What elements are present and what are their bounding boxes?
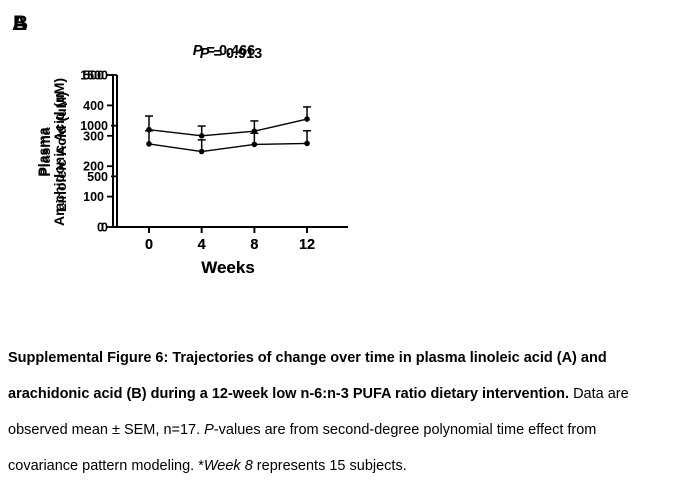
y-tick-label: 400 — [83, 99, 104, 113]
x-tick-label: 0 — [145, 237, 153, 253]
chart-panel-b: B P = 0.466 0 100 200 300 400 500 0 4 8 12 Weeks Plas… — [13, 12, 348, 277]
y-tick-label: 500 — [87, 170, 108, 184]
y-axis-title-line1: Plasma — [37, 127, 53, 176]
x-tick-label: 4 — [198, 237, 206, 253]
trend-line — [148, 118, 308, 137]
y-tick-label: 0 — [97, 221, 104, 235]
caption-segment: observed mean ± SEM, n=17. — [8, 422, 205, 438]
caption-segment: Data are — [569, 386, 629, 402]
trend-line — [148, 142, 308, 153]
p-value-label: P = 0.466 — [193, 43, 255, 59]
data-point — [304, 140, 310, 147]
y-tick-label: 1500 — [80, 69, 108, 83]
data-point — [198, 148, 205, 155]
caption-segment: Supplemental Figure 6: Trajectories of c… — [8, 350, 607, 366]
panel-label: B — [13, 12, 28, 35]
y-tick-label: 0 — [101, 221, 108, 235]
y-tick-label: 500 — [83, 69, 104, 83]
caption-segment: P — [204, 422, 214, 438]
x-tick-label: 4 — [198, 237, 206, 253]
data-point — [146, 126, 152, 133]
caption-segment: -values are from second-degree polynomia… — [213, 422, 597, 438]
y-tick-label: 200 — [83, 160, 104, 174]
caption-segment: Week 8 — [203, 458, 253, 474]
p-value-label: P = 0.913 — [200, 46, 262, 62]
data-point — [251, 128, 258, 135]
x-tick-label: 8 — [250, 237, 258, 253]
y-tick-label: 300 — [83, 129, 104, 143]
caption-line: covariance pattern modeling. *Week 8 rep… — [8, 448, 692, 482]
x-axis-title: Weeks — [201, 258, 255, 277]
data-point — [198, 133, 205, 139]
data-point — [146, 141, 152, 147]
panel-label: A — [12, 12, 27, 35]
caption-line: Supplemental Figure 6: Trajectories of c… — [8, 340, 692, 376]
y-tick-label: 1000 — [80, 119, 108, 133]
x-tick-label: 12 — [299, 237, 315, 253]
caption-segment: covariance pattern modeling. * — [8, 458, 204, 474]
caption-line: observed mean ± SEM, n=17. P-values are … — [8, 412, 692, 448]
y-axis-title-line1: Plasma — [35, 127, 51, 176]
caption-segment: represents 15 subjects. — [252, 458, 407, 474]
data-point — [304, 116, 310, 122]
data-point — [251, 141, 258, 148]
x-tick-label: 0 — [145, 237, 153, 253]
caption-line: arachidonic acid (B) during a 12-week lo… — [8, 376, 692, 412]
figure-caption: Supplemental Figure 6: Trajectories of c… — [8, 340, 692, 482]
y-axis-title-line2: Arachidonic Acid (uM) — [51, 78, 67, 226]
x-tick-label: 12 — [299, 237, 315, 253]
y-tick-label: 100 — [83, 190, 104, 204]
y-axis-title-line2: Linoleic Acid (uM) — [53, 92, 69, 212]
x-tick-label: 8 — [250, 237, 258, 253]
caption-segment: arachidonic acid (B) during a 12-week lo… — [8, 386, 570, 402]
x-axis-title: Weeks — [201, 258, 255, 277]
